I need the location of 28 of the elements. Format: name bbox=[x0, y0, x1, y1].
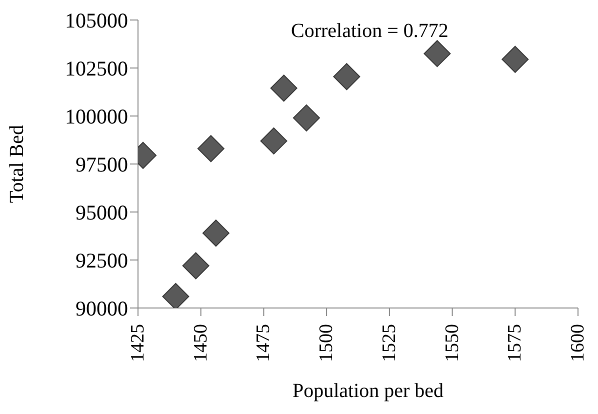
y-axis-title: Total Bed bbox=[6, 124, 28, 204]
x-tick-label: 1525 bbox=[378, 324, 400, 362]
x-axis-title: Population per bed bbox=[291, 380, 445, 403]
point bbox=[182, 252, 210, 280]
point bbox=[270, 74, 298, 102]
y-tick-label: 105000 bbox=[65, 8, 128, 32]
x-tick-label: 1575 bbox=[504, 324, 526, 362]
y-tick-label: 92500 bbox=[76, 248, 128, 272]
point bbox=[424, 40, 451, 68]
annotation: Correlation = 0.772 bbox=[291, 20, 448, 43]
y-tick-label: 100000 bbox=[65, 104, 128, 128]
x-tick-label: 1500 bbox=[316, 324, 338, 362]
point bbox=[202, 220, 230, 247]
y-tick-label: 95000 bbox=[76, 200, 128, 224]
point bbox=[333, 63, 360, 90]
y-tick-label: 90000 bbox=[76, 296, 128, 320]
y-tick-label: 97500 bbox=[76, 152, 128, 176]
x-tick-label: 1425 bbox=[128, 324, 148, 362]
x-tick-label: 1450 bbox=[190, 324, 212, 362]
point bbox=[197, 135, 224, 162]
x-tick-label: 1600 bbox=[568, 324, 588, 362]
x-tick-label: 1550 bbox=[442, 324, 463, 362]
y-tick-label: 102500 bbox=[65, 56, 128, 80]
point bbox=[162, 282, 190, 308]
x-tick-label: 1475 bbox=[253, 324, 274, 362]
point bbox=[502, 46, 529, 73]
point bbox=[260, 127, 288, 154]
point bbox=[292, 104, 320, 132]
